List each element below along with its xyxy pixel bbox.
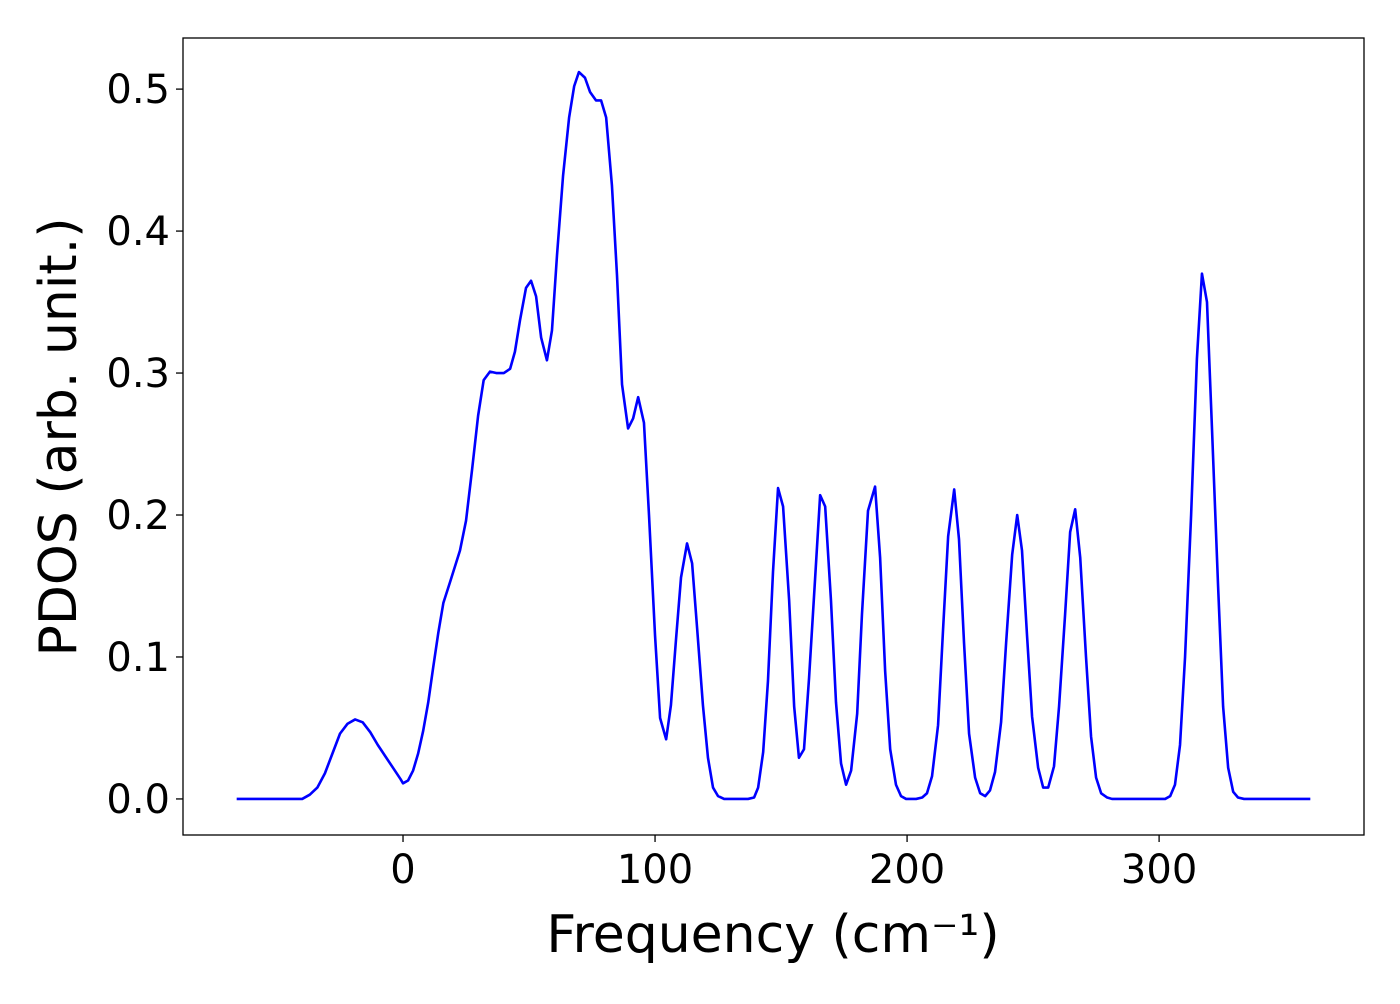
y-tick-label: 0.3 — [106, 351, 170, 397]
y-tick-label: 0.5 — [106, 67, 170, 113]
x-tick-label: 100 — [617, 847, 693, 893]
y-tick-label: 0.4 — [106, 209, 170, 255]
x-tick-label: 200 — [869, 847, 945, 893]
y-tick-label: 0.2 — [106, 493, 170, 539]
x-tick-label: 300 — [1121, 847, 1197, 893]
pdos-line — [236, 70, 1311, 801]
y-tick-label: 0.0 — [106, 777, 170, 823]
x-axis-label: Frequency (cm⁻¹) — [546, 905, 999, 965]
y-tick-label: 0.1 — [106, 635, 170, 681]
plot-frame — [182, 37, 1365, 836]
x-tick-label: 0 — [390, 847, 415, 893]
y-axis-label: PDOS (arb. unit.) — [29, 217, 89, 656]
